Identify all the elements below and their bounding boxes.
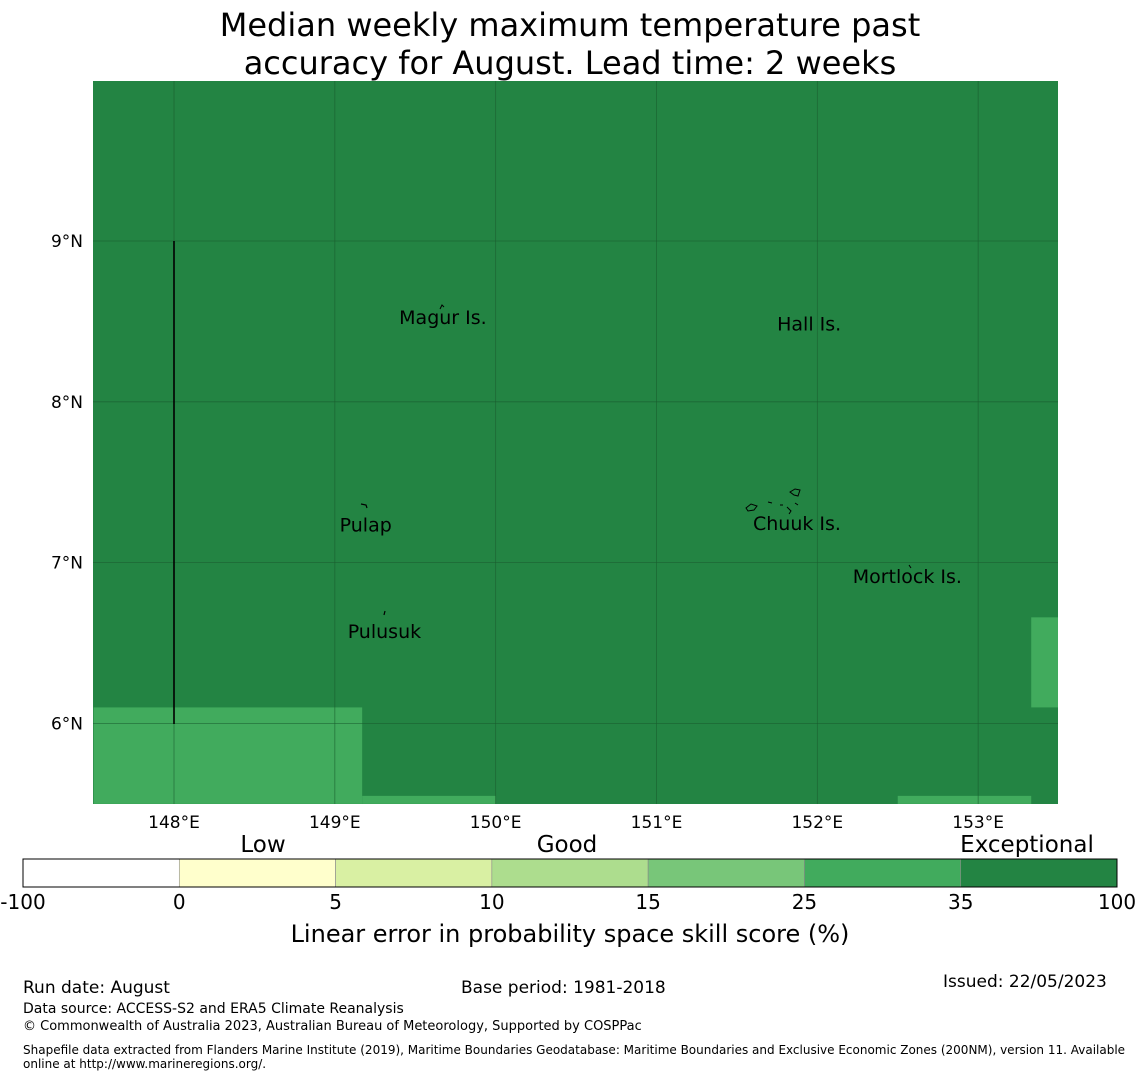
place-label: Pulusuk xyxy=(348,621,421,643)
place-label: Mortlock Is. xyxy=(853,566,962,588)
data-source: Data source: ACCESS-S2 and ERA5 Climate … xyxy=(23,1001,404,1017)
skill-cell-2 xyxy=(362,795,496,804)
shapefile-credit-line-1: Shapefile data extracted from Flanders M… xyxy=(23,1043,1126,1057)
lon-tick-label: 150°E xyxy=(470,813,522,833)
colorbar-frame xyxy=(22,858,1118,888)
chart-title: Median weekly maximum temperature past a… xyxy=(0,6,1140,82)
place-label: Magur Is. xyxy=(399,307,487,329)
colorbar-segment xyxy=(647,858,805,888)
lat-tick-label: 6°N xyxy=(51,714,83,734)
skill-cell-4 xyxy=(1031,617,1058,708)
colorbar-segment xyxy=(804,858,962,888)
skill-field xyxy=(93,81,1058,804)
colorbar-segment xyxy=(23,859,180,887)
place-label: Pulap xyxy=(340,515,392,537)
chuuk-island-outline xyxy=(745,488,801,515)
colorbar-tick-label: 10 xyxy=(479,890,504,914)
skill-cell-1 xyxy=(93,707,363,804)
skill-cell-3 xyxy=(897,795,1032,804)
colorbar-category-label: Exceptional xyxy=(960,832,1094,858)
lon-tick-label: 151°E xyxy=(631,813,683,833)
colorbar-segment xyxy=(960,858,1118,888)
colorbar-category-label: Good xyxy=(537,832,598,858)
colorbar-tick-label: 0 xyxy=(173,890,186,914)
issued-date: Issued: 22/05/2023 xyxy=(943,972,1107,992)
lon-tick-label: 149°E xyxy=(309,813,361,833)
place-label: Chuuk Is. xyxy=(753,513,841,535)
magur-island-outline xyxy=(439,304,445,310)
colorbar-segment xyxy=(335,858,493,888)
colorbar-tick-label: -100 xyxy=(0,890,45,914)
colorbar-segment xyxy=(178,858,336,888)
colorbar-segment xyxy=(491,858,649,888)
colorbar-axis-label: Linear error in probability space skill … xyxy=(291,920,850,948)
copyright: © Commonwealth of Australia 2023, Austra… xyxy=(23,1019,642,1034)
mortlock-island-outline xyxy=(908,564,912,569)
colorbar-tick-label: 100 xyxy=(1098,890,1136,914)
title-line-1: Median weekly maximum temperature past xyxy=(219,6,921,44)
colorbar-tick-label: 35 xyxy=(948,890,973,914)
colorbar-tick-label: 5 xyxy=(329,890,342,914)
shapefile-credit-line-2: online at http://www.marineregions.org/. xyxy=(23,1057,267,1071)
run-date: Run date: August xyxy=(23,978,170,998)
title-line-2: accuracy for August. Lead time: 2 weeks xyxy=(243,44,897,82)
colorbar-category-label: Low xyxy=(240,832,285,858)
lat-tick-label: 7°N xyxy=(51,554,83,574)
pulusuk-island-outline xyxy=(383,610,386,616)
place-label: Hall Is. xyxy=(777,314,841,336)
lat-tick-label: 9°N xyxy=(51,232,83,252)
colorbar-tick-label: 25 xyxy=(792,890,817,914)
lon-tick-label: 153°E xyxy=(952,813,1004,833)
lon-tick-label: 148°E xyxy=(148,813,200,833)
base-period: Base period: 1981-2018 xyxy=(461,978,666,998)
colorbar-tick-label: 15 xyxy=(635,890,660,914)
lon-tick-label: 152°E xyxy=(791,813,843,833)
lat-tick-label: 8°N xyxy=(51,393,83,413)
pulap-island-outline xyxy=(360,503,368,509)
